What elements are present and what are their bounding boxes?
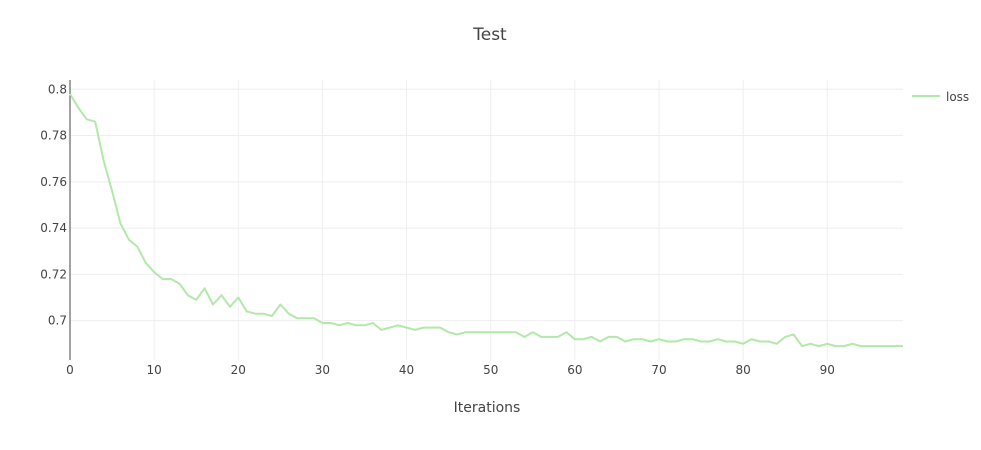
- grid-lines: [70, 80, 903, 360]
- y-tick-label: 0.74: [40, 221, 67, 235]
- y-axis-ticks: 0.7 0.72 0.74 0.76 0.78 0.8: [40, 82, 67, 327]
- series-layer: [69, 93, 903, 348]
- x-tick-label: 30: [315, 363, 330, 377]
- y-tick-label: 0.72: [40, 267, 67, 281]
- legend-label-loss: loss: [946, 90, 969, 104]
- x-tick-label: 10: [147, 363, 162, 377]
- x-tick-label: 20: [231, 363, 246, 377]
- y-tick-label: 0.76: [40, 175, 67, 189]
- legend[interactable]: loss: [912, 90, 969, 104]
- y-tick-label: 0.78: [40, 129, 67, 143]
- x-tick-label: 0: [66, 363, 74, 377]
- x-axis-label: Iterations: [454, 400, 521, 416]
- y-tick-label: 0.8: [48, 82, 67, 96]
- y-tick-label: 0.7: [48, 314, 67, 328]
- x-tick-label: 90: [820, 363, 835, 377]
- x-tick-label: 40: [399, 363, 414, 377]
- x-tick-label: 70: [651, 363, 666, 377]
- x-tick-label: 80: [735, 363, 750, 377]
- x-tick-label: 60: [567, 363, 582, 377]
- x-tick-label: 50: [483, 363, 498, 377]
- series-line-loss[interactable]: [69, 93, 903, 348]
- chart-title: Test: [472, 25, 507, 45]
- x-axis-ticks: 0 10 20 30 40 50 60 70 80 90: [66, 363, 835, 377]
